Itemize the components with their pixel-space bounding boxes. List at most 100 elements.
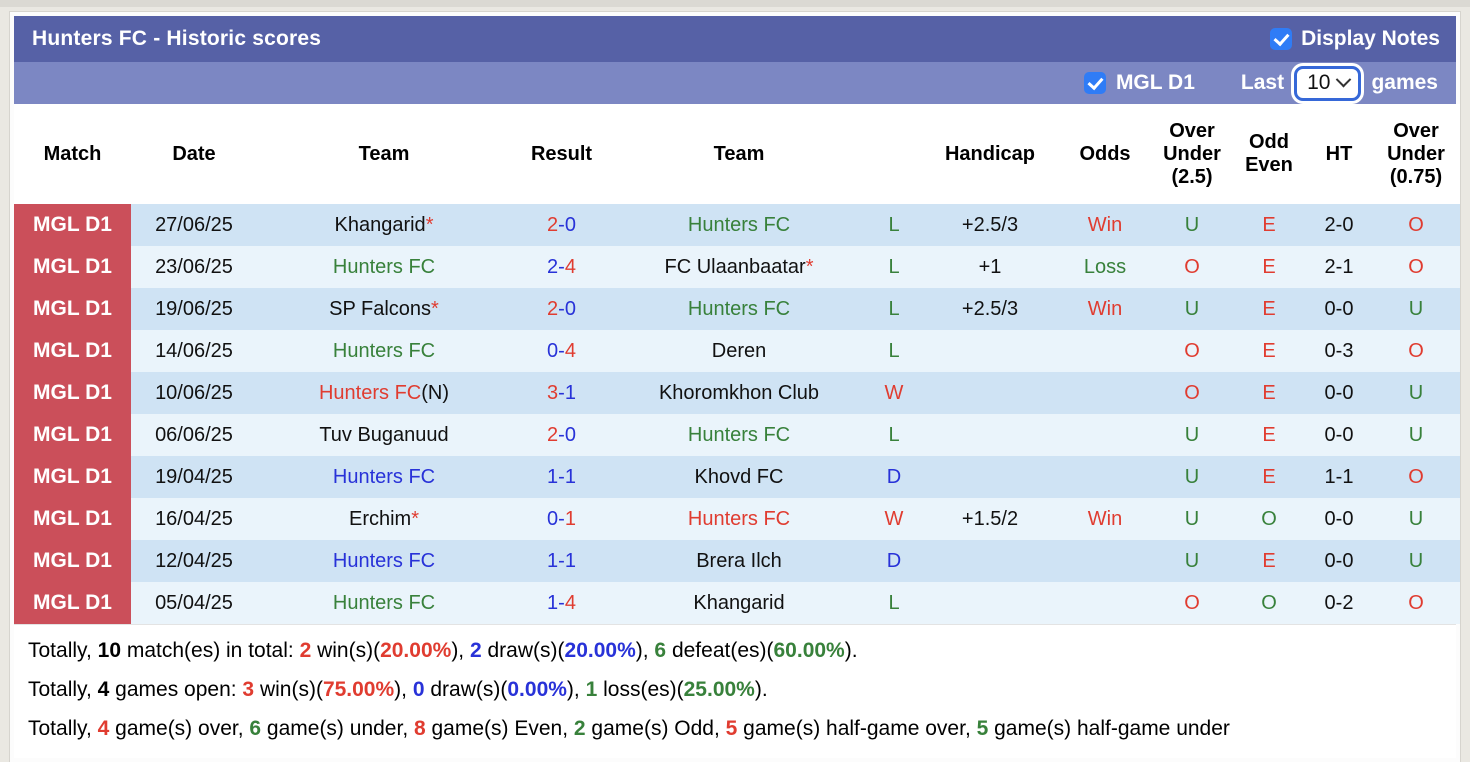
score-separator: - (558, 255, 565, 278)
summary-segment: ), (566, 678, 586, 701)
historic-scores-widget: Hunters FC - Historic scores Display Not… (10, 12, 1460, 762)
result-cell: 2-0 (511, 204, 612, 246)
table-row: MGL D1 06/06/25 Tuv Buganuud 2-0 Hunters FC L… (14, 414, 1460, 456)
chevron-down-icon (1336, 71, 1352, 88)
wld-cell: L (866, 288, 922, 330)
away-score: 4 (564, 255, 576, 278)
away-team-name: Khoromkhon Club (658, 381, 820, 404)
column-header-wld (866, 104, 922, 204)
table-row: MGL D1 19/04/25 Hunters FC 1-1 Khovd FC D U E 1-… (14, 456, 1460, 498)
wld-cell: L (866, 414, 922, 456)
wld-cell: D (866, 456, 922, 498)
over-under-2-5-cell: O (1152, 330, 1232, 372)
home-team-name: Hunters FC (332, 549, 436, 572)
over-under-0-75-cell: O (1372, 456, 1460, 498)
ht-cell: 2-0 (1306, 204, 1372, 246)
date-cell: 23/06/25 (131, 246, 257, 288)
handicap-cell (922, 582, 1058, 624)
home-team-name: Hunters FC (332, 465, 436, 488)
display-notes-checkbox[interactable] (1270, 28, 1293, 50)
games-select[interactable]: 10 (1294, 65, 1362, 101)
summary-segment: game(s) Even, (425, 717, 574, 740)
away-team-cell: Khoromkhon Club (612, 372, 866, 414)
summary-segment: 20.00% (564, 639, 636, 662)
home-score: 1 (547, 549, 559, 572)
odd-even-cell: E (1232, 288, 1306, 330)
column-header-ht: HT (1306, 104, 1372, 204)
league-cell: MGL D1 (14, 540, 131, 582)
summary: Totally, 10 match(es) in total: 2 win(s)… (14, 624, 1456, 758)
home-team-cell: Hunters FC (257, 246, 511, 288)
column-header-over-under-2-5: Over Under (2.5) (1152, 104, 1232, 204)
column-header-away-team: Team (612, 104, 866, 204)
summary-segment: 10 (97, 639, 121, 662)
scores-table: Match Date Team Result Team Handicap Odd… (14, 104, 1460, 624)
handicap-cell (922, 330, 1058, 372)
over-under-0-75-cell: U (1372, 288, 1460, 330)
away-team-cell: Hunters FC (612, 288, 866, 330)
away-team-name: Brera Ilch (696, 549, 782, 572)
league-cell: MGL D1 (14, 330, 131, 372)
ht-cell: 0-0 (1306, 414, 1372, 456)
summary-line-1: Totally, 10 match(es) in total: 2 win(s)… (14, 631, 1456, 670)
league-cell: MGL D1 (14, 582, 131, 624)
summary-segment: 0.00% (507, 678, 567, 701)
odds-cell: Win (1058, 288, 1152, 330)
odds-cell (1058, 540, 1152, 582)
home-team-name: Khangarid (334, 213, 426, 236)
table-row: MGL D1 23/06/25 Hunters FC 2-4 FC Ulaanbaata… (14, 246, 1460, 288)
home-score: 0 (547, 507, 559, 530)
league-cell: MGL D1 (14, 414, 131, 456)
away-score: 1 (564, 549, 576, 572)
summary-segment: 20.00% (380, 639, 452, 662)
odds-cell (1058, 330, 1152, 372)
date-cell: 16/04/25 (131, 498, 257, 540)
away-score: 1 (564, 507, 576, 530)
home-team-cell: Hunters FC (257, 540, 511, 582)
over-under-0-75-cell: O (1372, 204, 1460, 246)
table-body: MGL D1 27/06/25 Khangarid* 2-0 Hunters FC L +2… (14, 204, 1460, 624)
summary-segment: 8 (413, 717, 426, 740)
home-team-cell: Hunters FC (257, 330, 511, 372)
over-under-2-5-cell: U (1152, 288, 1232, 330)
summary-segment: game(s) half-game under (988, 717, 1230, 740)
summary-segment: 2 (573, 717, 586, 740)
handicap-cell: +1 (922, 246, 1058, 288)
over-under-0-75-cell: U (1372, 540, 1460, 582)
home-team-name: Hunters FC (332, 255, 436, 278)
away-team-name: Khangarid (693, 591, 785, 614)
result-cell: 3-1 (511, 372, 612, 414)
odd-even-cell: E (1232, 372, 1306, 414)
away-score: 0 (564, 423, 576, 446)
summary-segment: ). (754, 678, 768, 701)
over-under-2-5-cell: U (1152, 414, 1232, 456)
away-score: 4 (564, 591, 576, 614)
score-separator: - (558, 549, 565, 572)
display-notes-label: Display Notes (1301, 27, 1440, 50)
away-team-cell: Deren (612, 330, 866, 372)
league-cell: MGL D1 (14, 288, 131, 330)
games-label: games (1371, 71, 1438, 94)
away-team-cell: Hunters FC (612, 414, 866, 456)
score-separator: - (558, 381, 565, 404)
column-header-handicap: Handicap (922, 104, 1058, 204)
away-score: 1 (564, 381, 576, 404)
wld-cell: L (866, 330, 922, 372)
result-cell: 0-4 (511, 330, 612, 372)
table-row: MGL D1 14/06/25 Hunters FC 0-4 Deren L O E 0-3 O (14, 330, 1460, 372)
summary-segment: ), (394, 678, 413, 701)
away-team-name: Hunters FC (687, 423, 791, 446)
date-cell: 06/06/25 (131, 414, 257, 456)
away-team-cell: Khovd FC (612, 456, 866, 498)
summary-segment: ), (635, 639, 655, 662)
handicap-cell: +2.5/3 (922, 288, 1058, 330)
page-top-strip (0, 0, 1470, 7)
ht-cell: 0-0 (1306, 372, 1372, 414)
league-checkbox[interactable] (1083, 72, 1106, 94)
star-marker: * (425, 213, 434, 236)
result-cell: 2-0 (511, 414, 612, 456)
summary-segment: 60.00% (773, 639, 845, 662)
summary-segment: draw(s)( (424, 678, 508, 701)
date-cell: 10/06/25 (131, 372, 257, 414)
summary-segment: 5 (725, 717, 738, 740)
